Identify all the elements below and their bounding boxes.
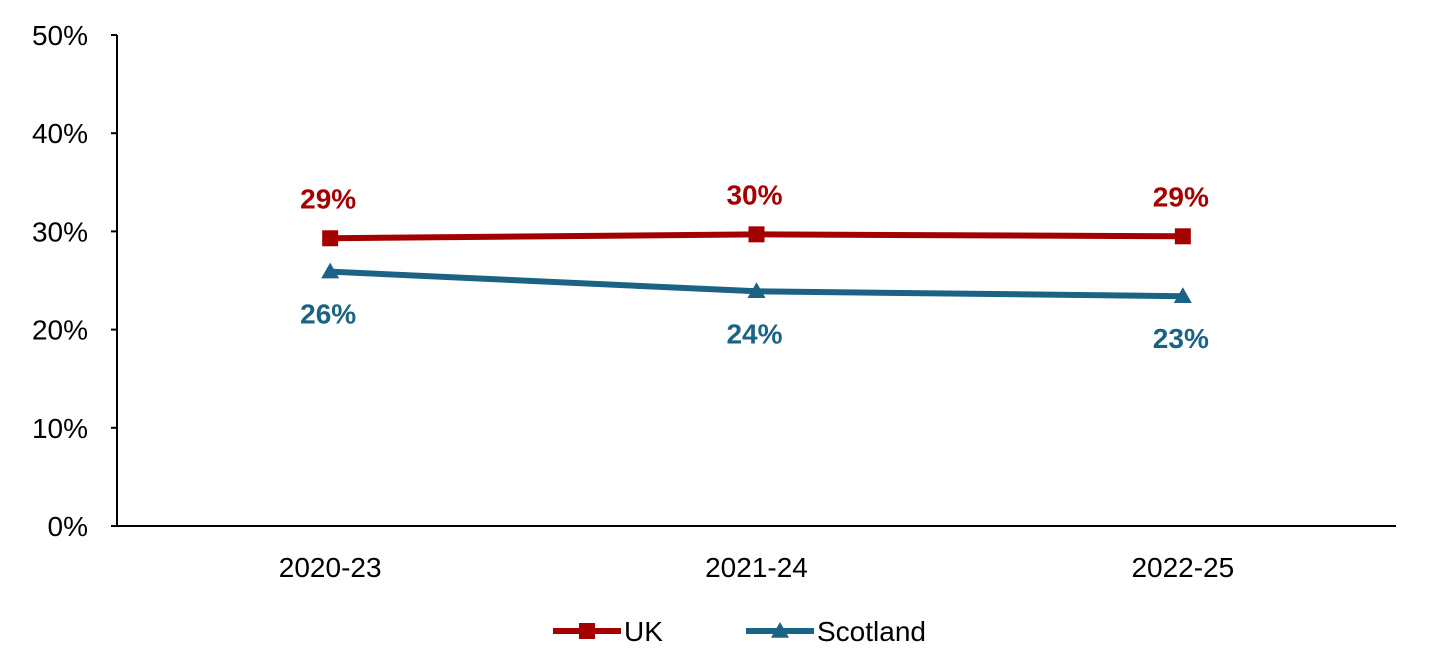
data-point-triangle xyxy=(747,282,766,299)
legend-marker-square xyxy=(579,623,595,639)
x-axis-ticks: 2020-23 2021-24 2022-25 xyxy=(279,552,1234,583)
data-label: 29% xyxy=(300,183,356,214)
x-tick-label: 2021-24 xyxy=(705,552,808,583)
data-point-square xyxy=(322,230,339,247)
x-tick-label: 2022-25 xyxy=(1131,552,1234,583)
y-tick-label: 20% xyxy=(32,315,88,346)
data-point-triangle xyxy=(321,262,340,279)
y-tick-label: 0% xyxy=(48,511,88,542)
legend-label: Scotland xyxy=(817,616,926,647)
data-label: 23% xyxy=(1153,323,1209,354)
legend-label: UK xyxy=(624,616,663,647)
legend: UK Scotland xyxy=(553,616,926,647)
data-label: 30% xyxy=(726,179,782,210)
legend-item-scotland: Scotland xyxy=(746,616,926,647)
y-tick-label: 40% xyxy=(32,118,88,149)
y-tick-label: 10% xyxy=(32,413,88,444)
x-tick-label: 2020-23 xyxy=(279,552,382,583)
axes xyxy=(116,35,1396,527)
data-point-triangle xyxy=(1173,287,1192,303)
data-label: 29% xyxy=(1153,181,1209,212)
y-axis-ticks: 0% 10% 20% 30% 40% 50% xyxy=(32,20,117,542)
data-label: 24% xyxy=(726,318,782,349)
legend-item-uk: UK xyxy=(553,616,663,647)
data-point-square xyxy=(1174,228,1191,245)
legend-marker-triangle xyxy=(771,622,789,638)
series-scotland: 26% 24% 23% xyxy=(300,262,1209,354)
y-tick-label: 30% xyxy=(32,216,88,247)
series-uk: 29% 30% 29% xyxy=(300,179,1209,247)
y-tick-label: 50% xyxy=(32,20,88,51)
series-layer: 29% 30% 29% 26% 24% 23% xyxy=(300,179,1209,354)
data-point-square xyxy=(748,226,765,243)
data-label: 26% xyxy=(300,299,356,330)
